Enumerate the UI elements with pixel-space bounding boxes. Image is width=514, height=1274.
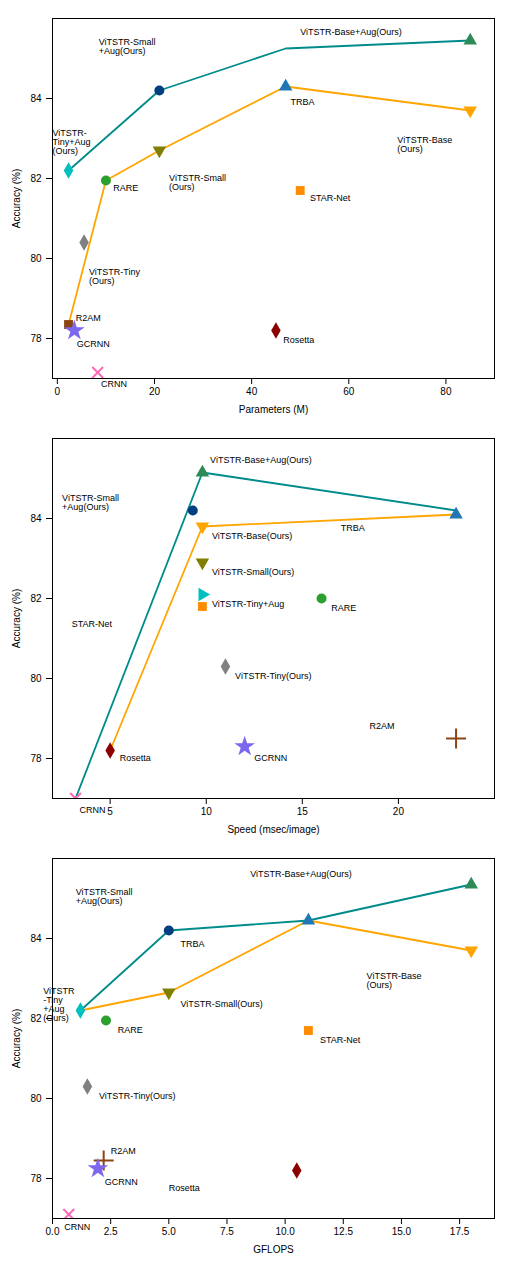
svg-text:ViTSTR-Small+Aug(Ours): ViTSTR-Small+Aug(Ours) bbox=[99, 37, 156, 56]
svg-text:5: 5 bbox=[107, 806, 113, 817]
svg-text:17.5: 17.5 bbox=[450, 1226, 470, 1237]
svg-text:ViTSTR-Base(Ours): ViTSTR-Base(Ours) bbox=[212, 531, 292, 541]
svg-text:ViTSTR-Base(Ours): ViTSTR-Base(Ours) bbox=[367, 971, 422, 990]
svg-text:R2AM: R2AM bbox=[370, 721, 395, 731]
svg-text:ViTSTR-Small(Ours): ViTSTR-Small(Ours) bbox=[212, 567, 294, 577]
svg-text:84: 84 bbox=[30, 933, 42, 944]
svg-text:82: 82 bbox=[30, 1013, 42, 1024]
svg-text:2.5: 2.5 bbox=[104, 1226, 118, 1237]
svg-text:ViTSTR-Small(Ours): ViTSTR-Small(Ours) bbox=[169, 173, 226, 192]
svg-text:82: 82 bbox=[30, 593, 42, 604]
svg-text:ViTSTR-Base+Aug(Ours): ViTSTR-Base+Aug(Ours) bbox=[250, 869, 352, 879]
svg-text:0.0: 0.0 bbox=[46, 1226, 60, 1237]
svg-text:ViTSTR-Small+Aug(Ours): ViTSTR-Small+Aug(Ours) bbox=[62, 493, 119, 512]
svg-text:78: 78 bbox=[30, 753, 42, 764]
svg-text:GCRNN: GCRNN bbox=[77, 339, 110, 349]
svg-text:Rosetta: Rosetta bbox=[120, 753, 151, 763]
svg-text:84: 84 bbox=[30, 93, 42, 104]
svg-text:Accuracy (%): Accuracy (%) bbox=[11, 1009, 22, 1068]
svg-text:STAR-Net: STAR-Net bbox=[72, 619, 113, 629]
svg-text:TRBA: TRBA bbox=[291, 97, 315, 107]
svg-text:R2AM: R2AM bbox=[76, 313, 101, 323]
svg-text:0: 0 bbox=[55, 386, 61, 397]
svg-text:ViTSTR-Tiny(Ours): ViTSTR-Tiny(Ours) bbox=[235, 671, 312, 681]
svg-text:20: 20 bbox=[149, 386, 161, 397]
svg-text:5.0: 5.0 bbox=[162, 1226, 176, 1237]
svg-text:CRNN: CRNN bbox=[101, 379, 127, 389]
svg-text:TRBA: TRBA bbox=[180, 939, 204, 949]
svg-text:80: 80 bbox=[30, 1093, 42, 1104]
svg-text:60: 60 bbox=[343, 386, 355, 397]
svg-text:15.0: 15.0 bbox=[392, 1226, 412, 1237]
svg-text:40: 40 bbox=[246, 386, 258, 397]
svg-text:78: 78 bbox=[30, 1173, 42, 1184]
svg-text:15: 15 bbox=[297, 806, 309, 817]
svg-text:RARE: RARE bbox=[113, 183, 138, 193]
svg-text:TRBA: TRBA bbox=[341, 523, 365, 533]
svg-text:82: 82 bbox=[30, 173, 42, 184]
svg-text:7.5: 7.5 bbox=[220, 1226, 234, 1237]
svg-text:GFLOPS: GFLOPS bbox=[253, 1244, 294, 1255]
svg-text:Rosetta: Rosetta bbox=[169, 1183, 200, 1193]
svg-text:Accuracy (%): Accuracy (%) bbox=[11, 169, 22, 228]
svg-text:CRNN: CRNN bbox=[64, 1222, 90, 1232]
svg-text:10.0: 10.0 bbox=[275, 1226, 295, 1237]
svg-text:ViTSTR-Base+Aug(Ours): ViTSTR-Base+Aug(Ours) bbox=[210, 455, 312, 465]
svg-text:ViTSTR-Tiny+Aug(Ours): ViTSTR-Tiny+Aug(Ours) bbox=[53, 128, 91, 156]
svg-text:12.5: 12.5 bbox=[334, 1226, 354, 1237]
svg-text:84: 84 bbox=[30, 513, 42, 524]
svg-text:80: 80 bbox=[30, 253, 42, 264]
svg-text:78: 78 bbox=[30, 333, 42, 344]
svg-text:ViTSTR-Tiny(Ours): ViTSTR-Tiny(Ours) bbox=[99, 1091, 176, 1101]
svg-text:20: 20 bbox=[393, 806, 405, 817]
svg-text:80: 80 bbox=[440, 386, 452, 397]
svg-text:Speed (msec/image): Speed (msec/image) bbox=[227, 824, 319, 835]
svg-text:ViTSTR-Tiny(Ours): ViTSTR-Tiny(Ours) bbox=[89, 267, 141, 286]
svg-text:CRNN: CRNN bbox=[79, 805, 105, 815]
svg-text:GCRNN: GCRNN bbox=[254, 753, 287, 763]
svg-text:STAR-Net: STAR-Net bbox=[310, 193, 351, 203]
svg-text:ViTSTR-Tiny+Aug: ViTSTR-Tiny+Aug bbox=[212, 599, 284, 609]
svg-text:RARE: RARE bbox=[118, 1025, 143, 1035]
svg-text:80: 80 bbox=[30, 673, 42, 684]
svg-text:ViTSTR-Small+Aug(Ours): ViTSTR-Small+Aug(Ours) bbox=[76, 887, 133, 906]
svg-text:ViTSTR-Small(Ours): ViTSTR-Small(Ours) bbox=[180, 999, 262, 1009]
svg-text:GCRNN: GCRNN bbox=[105, 1177, 138, 1187]
svg-text:STAR-Net: STAR-Net bbox=[320, 1035, 361, 1045]
svg-text:Accuracy (%): Accuracy (%) bbox=[11, 589, 22, 648]
svg-text:ViTSTR-Base(Ours): ViTSTR-Base(Ours) bbox=[397, 135, 452, 154]
svg-text:RARE: RARE bbox=[331, 603, 356, 613]
svg-text:R2AM: R2AM bbox=[111, 1146, 136, 1156]
svg-text:ViTSTR-Base+Aug(Ours): ViTSTR-Base+Aug(Ours) bbox=[300, 27, 402, 37]
svg-text:ViTSTR-Tiny+Aug(Ours): ViTSTR-Tiny+Aug(Ours) bbox=[43, 986, 75, 1023]
svg-text:Parameters (M): Parameters (M) bbox=[239, 404, 308, 415]
svg-text:10: 10 bbox=[201, 806, 213, 817]
svg-text:Rosetta: Rosetta bbox=[283, 335, 314, 345]
